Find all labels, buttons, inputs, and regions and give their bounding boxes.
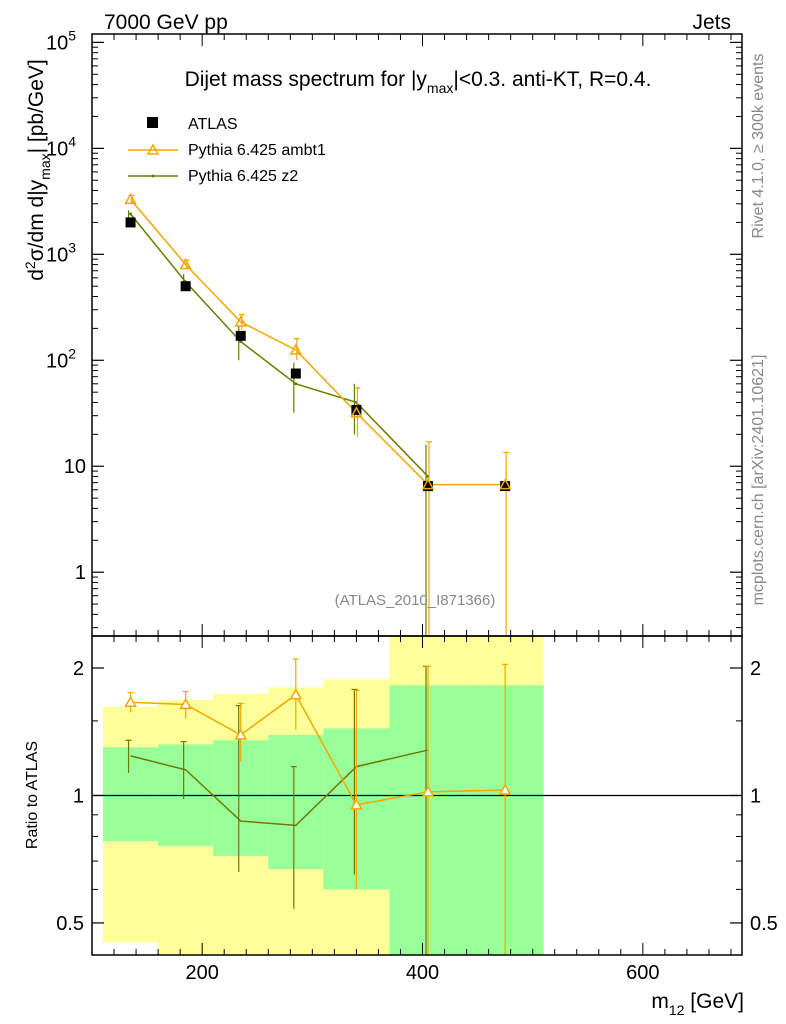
atlas-point (180, 281, 191, 292)
header-left: 7000 GeV pp (104, 11, 228, 34)
ambt1-series-line (129, 198, 506, 486)
y-tick-label: 103 (46, 239, 76, 266)
ratio-ambt1-point (498, 783, 512, 795)
x-tick-label: 400 (406, 962, 439, 984)
y-tick-label: 104 (46, 133, 76, 160)
ambt1-point (421, 478, 435, 490)
header-right: Jets (692, 11, 731, 34)
ambt1-point (289, 343, 303, 355)
ratio-y-tick-label-right: 1 (750, 785, 761, 807)
atlas-point (500, 481, 511, 492)
y-tick-label: 1 (75, 562, 86, 584)
x-tick-label: 600 (626, 962, 659, 984)
ratio-y-axis-label: Ratio to ATLAS (24, 741, 41, 849)
band-inner-bin (268, 734, 324, 870)
ambt1-point (179, 258, 192, 270)
legend-label-z2: Pythia 6.425 z2 (188, 168, 298, 185)
rivet-label: Rivet 4.1.0, ≥ 300k events (750, 54, 767, 239)
z2-point (294, 382, 298, 386)
atlas-point (235, 330, 246, 341)
ambt1-point (350, 406, 363, 418)
ratio-ambt1-point (124, 695, 137, 708)
atlas-point (351, 404, 362, 415)
ratio-ambt1-point (421, 785, 435, 797)
x-tick-label: 200 (185, 962, 218, 984)
ratio-y-tick-label-right: 2 (750, 658, 761, 680)
analysis-id: (ATLAS_2010_I871366) (335, 592, 496, 609)
legend-marker-atlas (147, 117, 158, 128)
z2-point (129, 212, 133, 216)
z2-point (239, 340, 243, 344)
ratio-y-tick-label-right: 0.5 (750, 913, 778, 935)
axis-ticks: 1 10 102 103 104 105 200 400 600 0.5 0.5 1 1 2 2 (46, 27, 778, 984)
atlas-point (290, 368, 301, 379)
atlas-point (125, 217, 136, 228)
legend-label-ambt1: Pythia 6.425 ambt1 (188, 142, 326, 159)
legend-label-atlas: ATLAS (188, 116, 238, 133)
ratio-ambt1-point (234, 728, 248, 740)
y-tick-label: 10 (64, 456, 86, 478)
ambt1-point (234, 315, 248, 327)
atlas-point (423, 481, 434, 492)
ratio-plot (92, 658, 742, 955)
legend: ATLAS Pythia 6.425 ambt1 Pythia 6.425 z2 (128, 116, 326, 185)
mcplots-label: mcplots.cern.ch [arXiv:2401.10621] (750, 355, 767, 606)
legend-marker-z2 (151, 174, 155, 178)
y-tick-label: 102 (46, 345, 76, 372)
chart-title: Dijet mass spectrum for |ymax|<0.3. anti… (185, 68, 652, 96)
y-tick-label: 105 (46, 27, 76, 54)
ratio-ambt1-point (350, 798, 363, 810)
ambt1-point (498, 478, 512, 490)
z2-series-line (129, 213, 429, 478)
ratio-y-tick-label: 0.5 (56, 913, 84, 935)
y-axis-label: d2σ/dm d|ymax| [pb/GeV] (22, 59, 53, 281)
ratio-y-tick-label: 2 (73, 658, 84, 680)
ratio-y-tick-label: 1 (73, 785, 84, 807)
ratio-z2-line (130, 749, 429, 827)
band-inner-bin (103, 747, 159, 842)
legend-marker-ambt1 (146, 143, 160, 155)
main-plot (124, 192, 512, 636)
ratio-ambt1-point (289, 688, 303, 700)
x-axis-label: m12 [GeV] (651, 990, 744, 1018)
ratio-ambt1-point (179, 697, 192, 710)
ambt1-point (124, 192, 137, 205)
